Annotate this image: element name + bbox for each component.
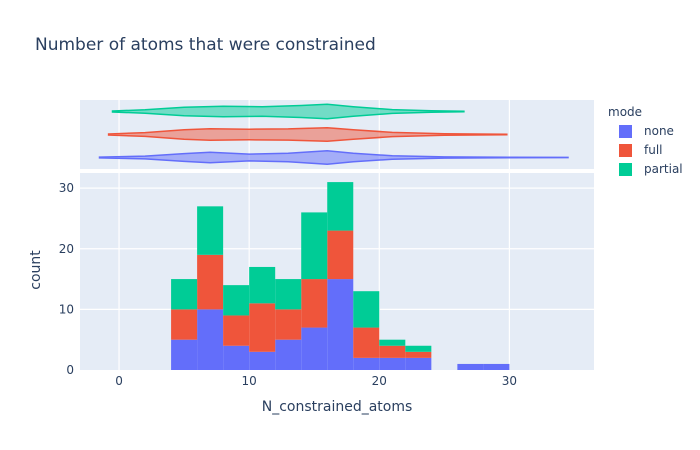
y-tick-label: 20 bbox=[59, 242, 74, 256]
bar-none bbox=[353, 357, 380, 370]
bar-partial bbox=[197, 206, 224, 255]
bar-full bbox=[197, 254, 224, 310]
violin-none bbox=[98, 149, 569, 166]
bar-partial bbox=[171, 279, 198, 310]
bar-none bbox=[301, 327, 328, 370]
bar-full bbox=[275, 309, 302, 340]
bar-none bbox=[379, 357, 406, 370]
y-tick-label: 10 bbox=[59, 302, 74, 316]
bar-full bbox=[301, 279, 328, 328]
bar-none bbox=[457, 363, 484, 370]
legend-swatch-none bbox=[619, 125, 632, 138]
bar-none bbox=[275, 339, 302, 370]
bar-full bbox=[249, 303, 276, 352]
axis-tick-labels: 0 10 20 30 0 10 20 30 bbox=[59, 181, 517, 388]
bar-none bbox=[405, 357, 432, 370]
bar-partial bbox=[301, 212, 328, 280]
legend-label-none: none bbox=[644, 124, 674, 138]
y-tick-label: 0 bbox=[66, 363, 74, 377]
legend-swatch-partial bbox=[619, 163, 632, 176]
bar-partial bbox=[249, 266, 276, 304]
bar-none bbox=[171, 339, 198, 370]
legend-title: mode bbox=[608, 105, 642, 119]
bar-full bbox=[327, 230, 354, 280]
bar-partial bbox=[327, 182, 354, 231]
bar-partial bbox=[275, 279, 302, 310]
x-tick-label: 20 bbox=[372, 374, 387, 388]
x-tick-label: 30 bbox=[502, 374, 517, 388]
bar-partial bbox=[405, 345, 432, 352]
bar-none bbox=[327, 279, 354, 370]
legend-swatch-full bbox=[619, 144, 632, 157]
x-axis-label: N_constrained_atoms bbox=[262, 399, 413, 415]
y-axis-label: count bbox=[28, 250, 44, 290]
bar-none bbox=[223, 345, 250, 370]
bar-partial bbox=[223, 285, 250, 316]
histogram-bars bbox=[171, 182, 510, 370]
bar-none bbox=[197, 309, 224, 370]
marginal-violins bbox=[98, 103, 569, 166]
violin-full bbox=[107, 126, 508, 143]
x-tick-label: 10 bbox=[242, 374, 257, 388]
violin-partial bbox=[111, 103, 465, 120]
bar-full bbox=[379, 345, 406, 358]
bar-none bbox=[249, 351, 276, 370]
legend-label-full: full bbox=[644, 143, 663, 157]
bar-full bbox=[353, 327, 380, 358]
bar-partial bbox=[353, 291, 380, 328]
x-tick-label: 0 bbox=[115, 374, 123, 388]
bar-none bbox=[483, 363, 510, 370]
y-tick-label: 30 bbox=[59, 181, 74, 195]
chart-title: Number of atoms that were constrained bbox=[35, 35, 376, 55]
legend-label-partial: partial bbox=[644, 162, 683, 176]
bar-full bbox=[405, 351, 432, 358]
legend: mode none full partial bbox=[608, 105, 683, 176]
bar-full bbox=[223, 315, 250, 346]
bar-full bbox=[171, 309, 198, 340]
bar-partial bbox=[379, 339, 406, 346]
